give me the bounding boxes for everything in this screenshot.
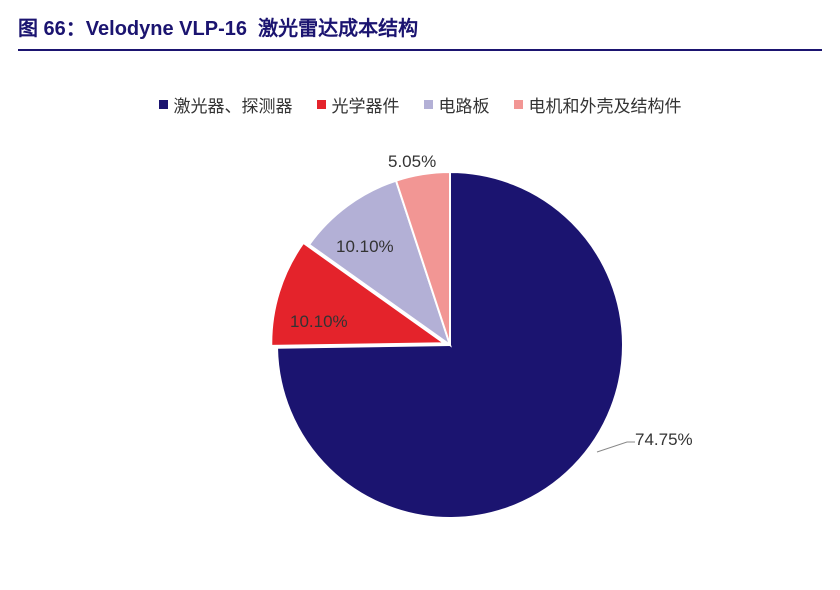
legend: 激光器、探测器 光学器件 电路板 电机和外壳及结构件	[0, 92, 840, 117]
slice-label: 74.75%	[635, 430, 693, 450]
legend-label: 电机和外壳及结构件	[529, 92, 682, 117]
leader-line	[597, 442, 635, 452]
pie-svg	[0, 130, 840, 560]
slice-label: 10.10%	[290, 312, 348, 332]
legend-item: 电路板	[424, 92, 490, 117]
chart-title: 图 66：Velodyne VLP-16 激光雷达成本结构	[18, 12, 822, 41]
slice-label: 10.10%	[336, 237, 394, 257]
legend-marker	[317, 100, 326, 109]
legend-label: 光学器件	[332, 92, 400, 117]
pie-chart: 74.75% 10.10% 10.10% 5.05%	[0, 130, 840, 560]
legend-marker	[514, 100, 523, 109]
legend-item: 电机和外壳及结构件	[514, 92, 682, 117]
chart-header: 图 66：Velodyne VLP-16 激光雷达成本结构	[18, 12, 822, 51]
slice-label: 5.05%	[388, 152, 436, 172]
legend-marker	[424, 100, 433, 109]
legend-label: 激光器、探测器	[174, 92, 293, 117]
title-rule	[18, 49, 822, 51]
legend-item: 激光器、探测器	[159, 92, 293, 117]
legend-marker	[159, 100, 168, 109]
legend-item: 光学器件	[317, 92, 400, 117]
legend-label: 电路板	[439, 92, 490, 117]
